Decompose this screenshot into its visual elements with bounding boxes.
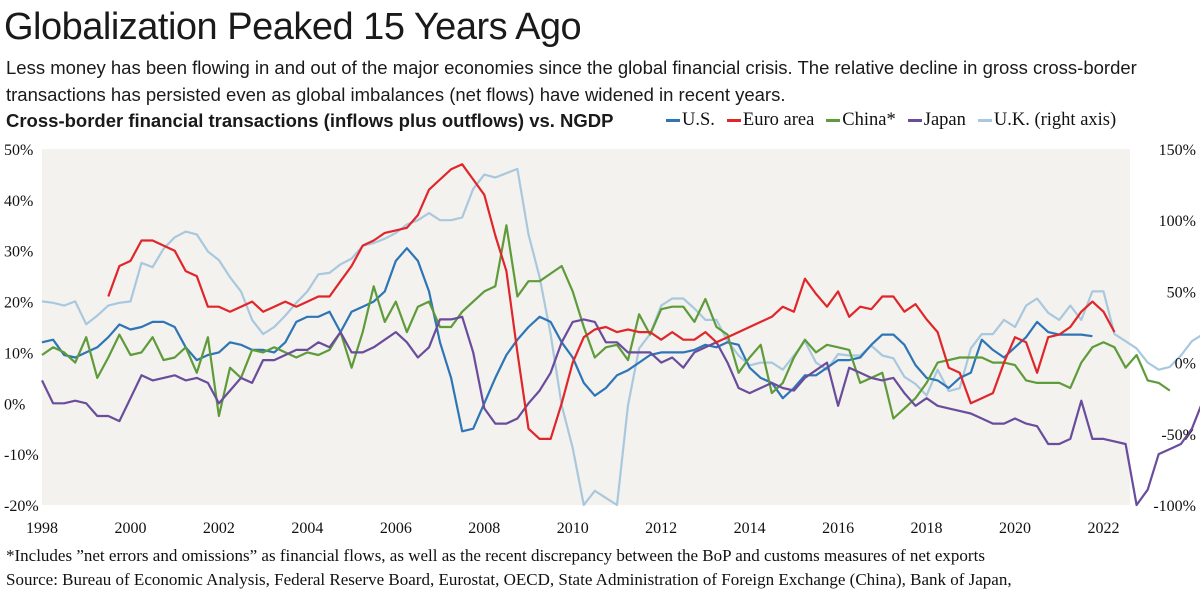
y-left-tick-label: -10%: [4, 447, 39, 464]
x-tick-label: 2022: [1087, 520, 1119, 537]
legend-swatch-japan: [907, 119, 922, 122]
x-tick-label: 2004: [291, 520, 323, 537]
legend-label-japan: Japan: [923, 110, 966, 130]
page-title: Globalization Peaked 15 Years Ago: [4, 6, 582, 48]
y-right-tick-label: 50%: [1167, 284, 1196, 301]
x-tick-label: 2012: [645, 520, 677, 537]
x-tick-label: 2000: [114, 520, 146, 537]
subtitle: Less money has been flowing in and out o…: [6, 57, 1137, 105]
legend-label-uk: U.K. (right axis): [993, 110, 1117, 130]
series-line-u-k-right-axis: [41, 167, 1200, 507]
footnote: *Includes ”net errors and omissions” as …: [6, 544, 1200, 592]
legend: U.S. Euro area China* Japan U.K. (right …: [666, 110, 1116, 131]
series-layer: [41, 163, 1200, 507]
footnote-text: *Includes ”net errors and omissions” as …: [6, 546, 985, 565]
x-tick-label: 2014: [734, 520, 766, 537]
y-right-tick-label: 100%: [1159, 213, 1196, 230]
right-axis: -100% -50% 0% 50% 100% 150%: [1153, 142, 1196, 515]
x-tick-label: 2020: [999, 520, 1031, 537]
series-line-china: [41, 224, 1171, 420]
x-tick-label: 2008: [468, 520, 500, 537]
y-right-tick-label: -50%: [1161, 427, 1196, 444]
y-right-tick-label: -100%: [1153, 498, 1196, 515]
y-left-tick-label: -20%: [4, 498, 39, 515]
x-tick-label: 2010: [557, 520, 589, 537]
series-line-u-s: [41, 247, 1093, 433]
x-tick-label: 2006: [380, 520, 412, 537]
x-tick-label: 2002: [203, 520, 235, 537]
legend-label-euro: Euro area: [742, 110, 815, 130]
legend-item-uk: U.K. (right axis): [977, 110, 1117, 131]
legend-item-japan: Japan: [907, 110, 966, 131]
legend-swatch-uk: [977, 119, 992, 122]
legend-swatch-euro: [726, 119, 741, 122]
plot-area: [42, 149, 1130, 505]
y-left-tick-label: 20%: [4, 295, 33, 312]
x-axis: 1998 2000 2002 2004 2006 2008 2010 2012 2014 2016…: [26, 520, 1119, 537]
y-left-tick-label: 30%: [4, 244, 33, 261]
legend-swatch-china: [826, 119, 841, 122]
y-right-tick-label: 0%: [1175, 356, 1196, 373]
y-left-tick-label: 10%: [4, 345, 33, 362]
x-tick-label: 2018: [911, 520, 943, 537]
line-chart: -20% -10% 0% 10% 20% 30% 40% 50% -100% -50% 0% 50%…: [4, 142, 1200, 537]
y-right-tick-label: 150%: [1159, 142, 1196, 159]
series-line-euro-area: [107, 163, 1116, 440]
left-axis: -20% -10% 0% 10% 20% 30% 40% 50%: [4, 142, 39, 515]
y-left-tick-label: 0%: [4, 396, 25, 413]
x-tick-label: 1998: [26, 520, 58, 537]
y-left-tick-label: 40%: [4, 193, 33, 210]
legend-label-china: China*: [842, 110, 896, 130]
legend-item-us: U.S.: [666, 110, 715, 131]
source-text: Source: Bureau of Economic Analysis, Fed…: [6, 570, 1012, 589]
y-left-tick-label: 50%: [4, 142, 33, 159]
legend-item-china: China*: [826, 110, 896, 131]
legend-label-us: U.S.: [682, 110, 715, 130]
legend-item-euro: Euro area: [726, 110, 815, 131]
legend-swatch-us: [666, 119, 680, 122]
x-tick-label: 2016: [822, 520, 854, 537]
series-line-japan: [41, 315, 1200, 507]
chart-title: Cross-border financial transactions (inf…: [6, 110, 614, 131]
